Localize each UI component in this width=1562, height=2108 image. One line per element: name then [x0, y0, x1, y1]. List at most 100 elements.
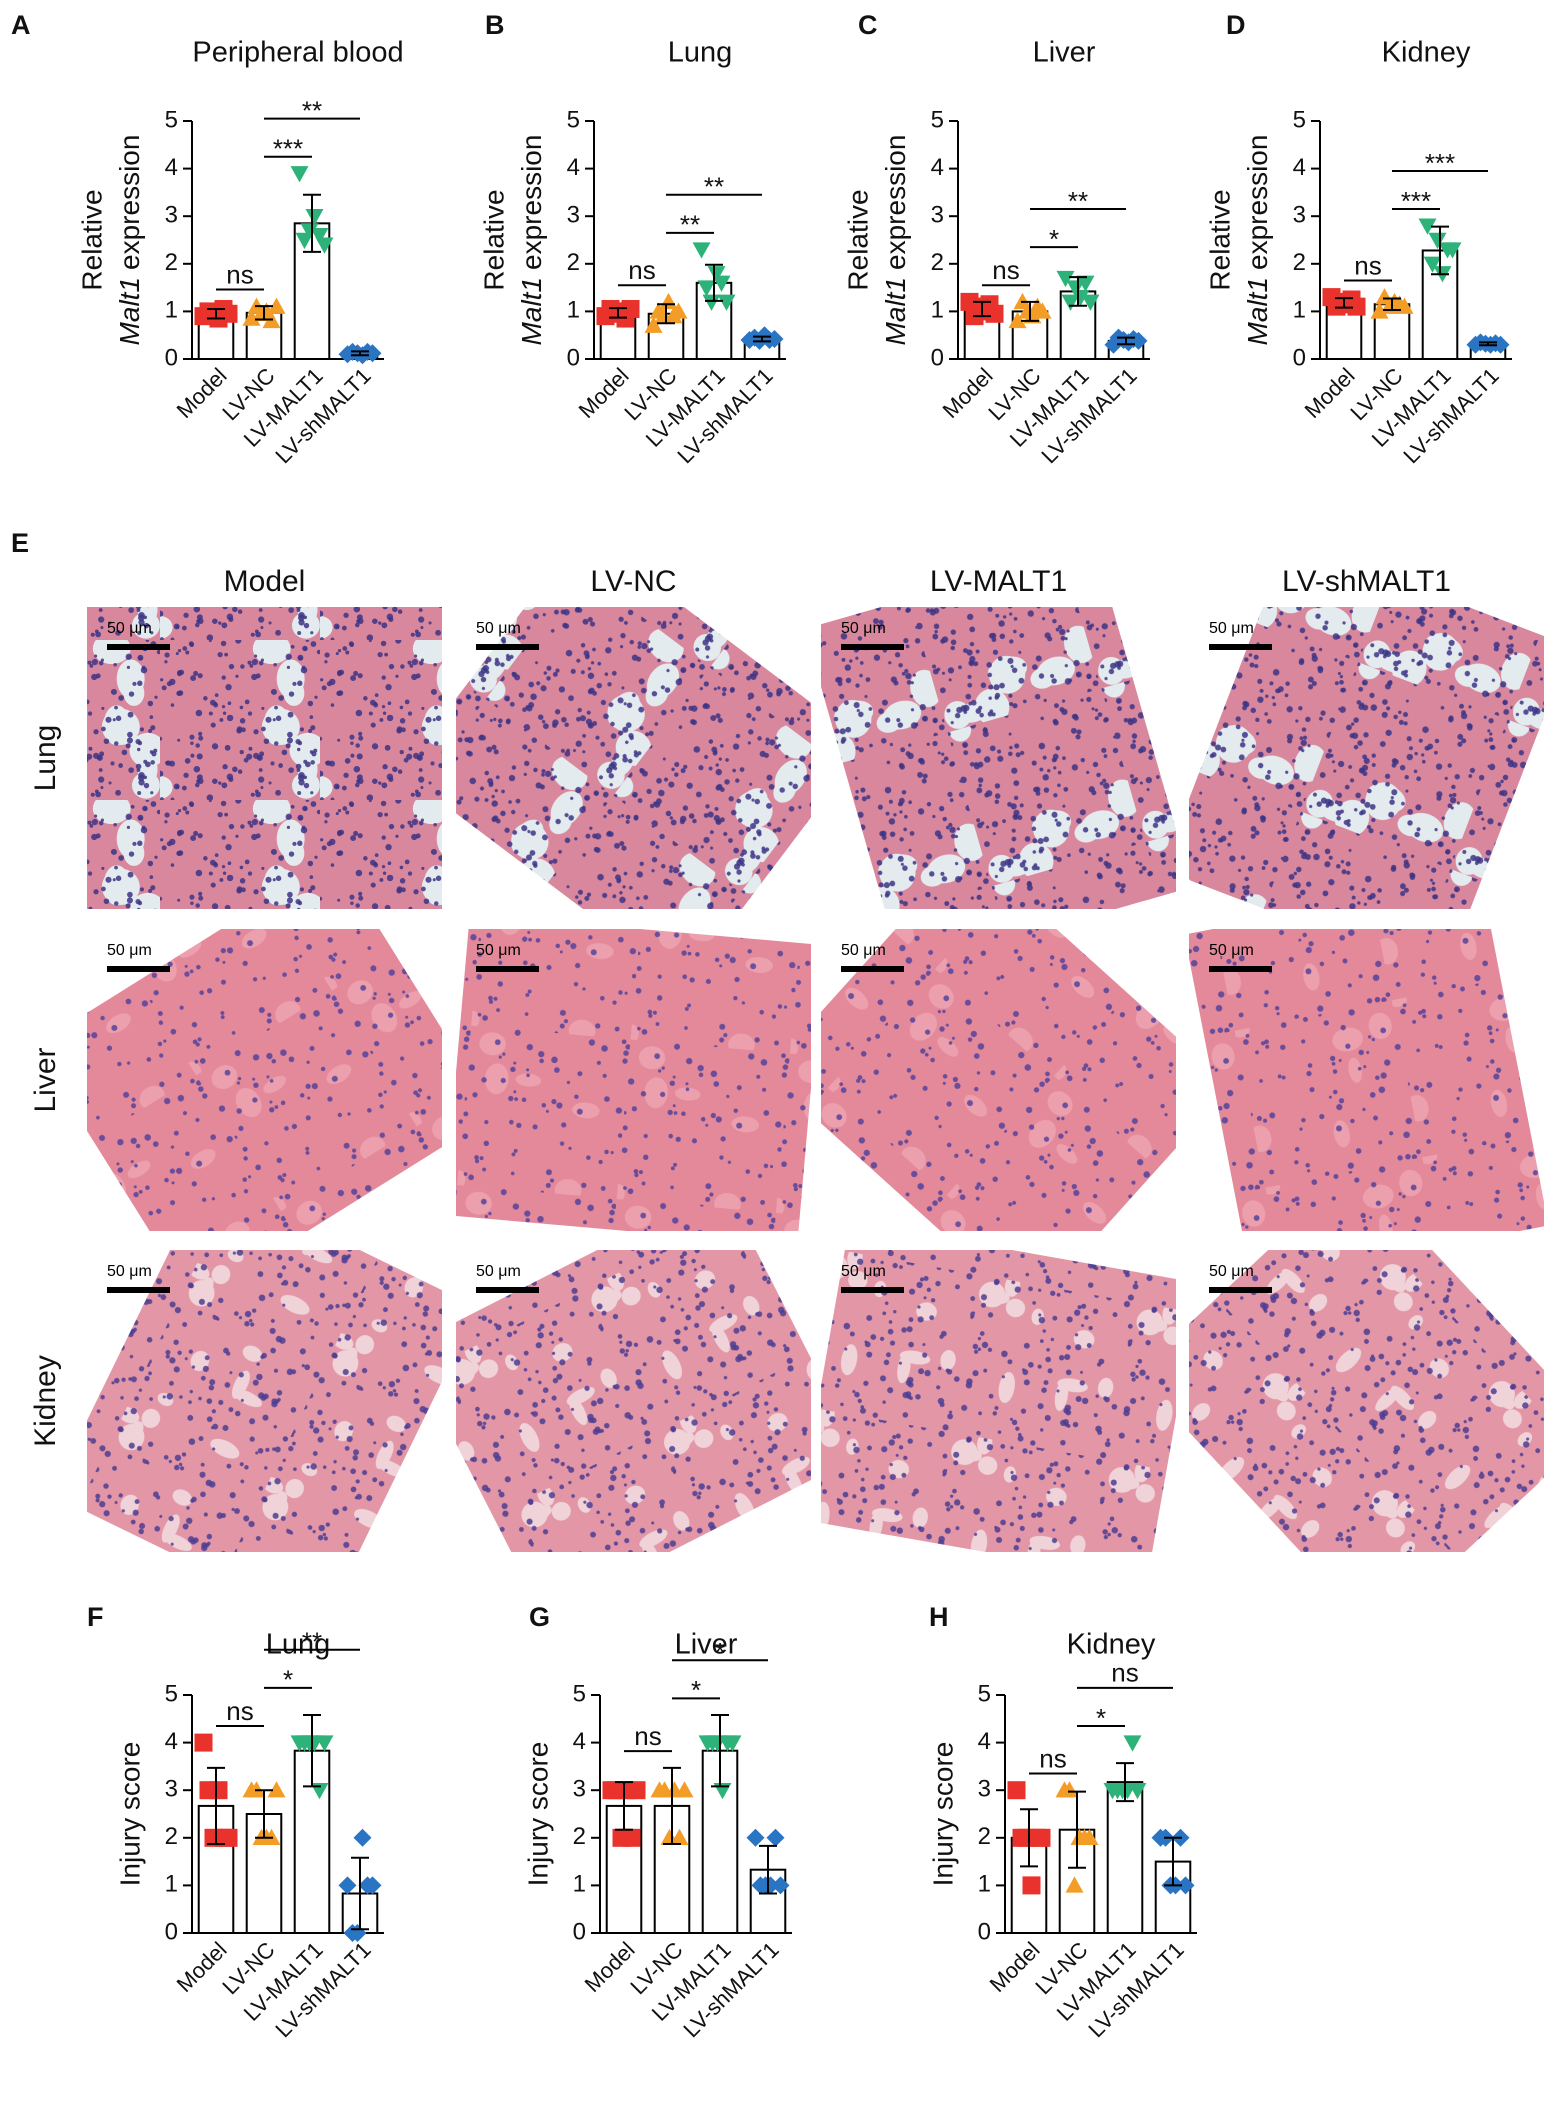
significance-label: * — [1049, 224, 1059, 254]
column-title: LV-shMALT1 — [1282, 565, 1451, 598]
data-point — [267, 297, 286, 314]
data-point — [310, 228, 329, 245]
column-title: LV-MALT1 — [930, 565, 1067, 598]
data-point — [692, 242, 711, 259]
y-axis-label: Relative — [76, 189, 107, 290]
y-axis-label: Malt1 expression — [1242, 135, 1273, 346]
data-point — [363, 344, 382, 363]
significance-label: ns — [226, 1696, 253, 1726]
data-point — [1033, 302, 1052, 319]
data-point — [670, 1828, 689, 1845]
data-point — [1023, 307, 1042, 324]
y-tick-label: 4 — [573, 1728, 586, 1755]
data-point — [702, 294, 721, 311]
y-tick-label: 1 — [931, 297, 944, 324]
data-point — [712, 275, 731, 292]
data-point — [766, 1828, 785, 1847]
histology-image — [456, 607, 812, 910]
chart-title: Kidney — [1067, 1629, 1156, 1661]
data-point — [675, 1781, 694, 1798]
histology-image — [820, 607, 1176, 910]
chart-title: Lung — [266, 1629, 331, 1661]
histology-image — [87, 607, 442, 909]
y-axis-label-rest: expression — [114, 135, 145, 270]
data-point — [746, 1828, 765, 1847]
chart-title: Kidney — [1382, 37, 1471, 69]
y-tick-label: 3 — [165, 1776, 178, 1803]
data-point — [1071, 289, 1090, 307]
chart-title: Peripheral blood — [192, 37, 403, 69]
significance-label: * — [691, 1675, 701, 1705]
data-point — [644, 316, 663, 333]
y-tick-label: 5 — [931, 106, 944, 133]
data-point — [1076, 275, 1095, 292]
y-tick-label: 0 — [1293, 344, 1306, 371]
data-point — [363, 1876, 382, 1895]
panel-letter: E — [11, 528, 29, 558]
histology-image — [86, 1250, 442, 1553]
scale-bar-label: 50 μm — [107, 942, 152, 959]
scale-bar-label: 50 μm — [841, 942, 886, 959]
y-tick-label: 4 — [165, 1728, 178, 1755]
y-tick-label: 0 — [978, 1918, 991, 1945]
data-point — [1060, 1781, 1079, 1798]
y-axis-label: Relative — [1204, 189, 1235, 290]
y-tick-label: 5 — [573, 1680, 586, 1707]
significance-label: * — [1096, 1703, 1106, 1733]
column-title: Model — [224, 565, 306, 598]
y-axis-label: Malt1 expression — [880, 135, 911, 346]
y-tick-label: 3 — [1293, 202, 1306, 229]
data-point — [771, 1876, 790, 1895]
y-tick-label: 5 — [978, 1680, 991, 1707]
data-point — [353, 1828, 372, 1847]
y-tick-label: 1 — [567, 297, 580, 324]
histology-image — [1188, 928, 1544, 1231]
data-point — [1123, 1735, 1142, 1752]
panel-letter: B — [485, 10, 505, 40]
y-tick-label: 4 — [978, 1728, 991, 1755]
significance-label: *** — [1425, 148, 1455, 178]
data-point — [717, 294, 736, 311]
scale-bar-label: 50 μm — [107, 620, 152, 637]
y-tick-label: 1 — [1293, 297, 1306, 324]
histology-image — [1188, 1250, 1544, 1553]
significance-label: ns — [992, 255, 1019, 285]
data-point — [765, 330, 784, 349]
y-tick-label: 3 — [978, 1776, 991, 1803]
row-label: Kidney — [29, 1355, 62, 1447]
y-tick-label: 1 — [978, 1871, 991, 1898]
data-point — [1032, 1828, 1051, 1847]
scale-bar-label: 50 μm — [1209, 942, 1254, 959]
y-tick-label: 0 — [165, 1918, 178, 1945]
data-point — [1176, 1876, 1195, 1895]
y-tick-label: 0 — [931, 344, 944, 371]
y-tick-label: 1 — [165, 1871, 178, 1898]
data-point — [1347, 297, 1366, 316]
data-point — [1370, 302, 1389, 319]
y-tick-label: 2 — [165, 249, 178, 276]
data-point — [1443, 242, 1462, 259]
y-axis-label-rest: expression — [516, 135, 547, 270]
data-point — [300, 223, 319, 240]
histology-image — [1188, 607, 1544, 910]
data-point — [1428, 232, 1447, 249]
y-axis-label: Injury score — [927, 1742, 958, 1887]
y-tick-label: 4 — [567, 154, 580, 181]
scale-bar-label: 50 μm — [1209, 1263, 1254, 1280]
data-point — [985, 304, 1004, 323]
data-point — [1129, 331, 1148, 350]
scale-bar-label: 50 μm — [841, 620, 886, 637]
y-tick-label: 4 — [1293, 154, 1306, 181]
data-point — [621, 300, 640, 319]
y-axis-label-rest: expression — [1242, 135, 1273, 270]
chart-title: Liver — [1033, 37, 1096, 69]
panel-letter: F — [87, 1602, 104, 1632]
y-tick-label: 2 — [165, 1823, 178, 1850]
significance-label: ** — [704, 172, 724, 202]
chart-title: Liver — [675, 1629, 738, 1661]
y-axis-label-rest: expression — [880, 135, 911, 270]
y-tick-label: 2 — [567, 249, 580, 276]
data-point — [659, 292, 678, 310]
y-tick-label: 2 — [1293, 249, 1306, 276]
